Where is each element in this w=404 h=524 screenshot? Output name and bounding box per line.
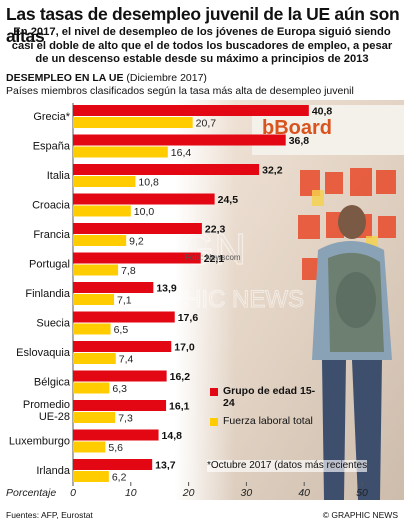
bar-youth xyxy=(73,429,159,441)
value-label-total: 7,4 xyxy=(119,354,134,366)
legend-swatch-youth xyxy=(210,388,218,396)
value-label-youth: 13,9 xyxy=(156,283,177,295)
x-tick-label: 10 xyxy=(125,487,137,499)
bar-youth xyxy=(73,400,167,411)
bar-youth xyxy=(73,193,215,205)
bar-youth xyxy=(73,459,153,470)
bar-total xyxy=(73,235,127,246)
category-label: Croacia xyxy=(32,200,71,212)
bar-youth xyxy=(73,282,154,293)
bar-total xyxy=(73,471,109,482)
value-label-total: 10,0 xyxy=(134,206,155,218)
value-label-youth: 14,8 xyxy=(162,430,183,442)
x-tick-label: 0 xyxy=(70,487,76,499)
bar-total xyxy=(73,205,131,217)
x-tick-label: 50 xyxy=(356,487,368,499)
category-label: Irlanda xyxy=(36,465,71,477)
category-label: Luxemburgo xyxy=(9,436,70,448)
legend-label-youth: Grupo de edad 15-24 xyxy=(223,385,316,409)
legend-swatch-total xyxy=(210,418,218,426)
bar-youth xyxy=(73,252,201,264)
legend-item-youth: Grupo de edad 15-24 xyxy=(210,385,320,409)
sign-text: bBoard xyxy=(262,117,332,139)
value-label-total: 16,4 xyxy=(171,147,192,159)
watermark: GN GRAPHIC NEWS xyxy=(116,224,305,313)
value-label-total: 10,8 xyxy=(138,177,159,189)
bar-youth xyxy=(73,370,167,382)
category-label: Suecia xyxy=(36,318,71,330)
category-label: Italia xyxy=(47,170,71,182)
value-label-total: 7,3 xyxy=(118,413,133,425)
section-title: DESEMPLEO EN LA UE xyxy=(6,72,124,84)
x-tick-label: 30 xyxy=(241,487,253,499)
category-label: Bélgica xyxy=(34,377,71,389)
category-label: Grecia* xyxy=(33,111,70,123)
value-label-youth: 22,3 xyxy=(205,224,226,236)
category-label: Promedio xyxy=(23,399,70,411)
bar-total xyxy=(73,382,110,394)
bar-total xyxy=(73,412,116,423)
category-label: España xyxy=(33,141,71,153)
value-label-total: 7,1 xyxy=(117,295,132,307)
value-label-total: 7,8 xyxy=(121,265,136,277)
bar-youth xyxy=(73,134,286,146)
category-label: Eslovaquia xyxy=(16,347,71,359)
value-label-total: 5,6 xyxy=(108,442,123,454)
legend-item-total: Fuerza laboral total xyxy=(210,415,320,427)
x-tick-label: 20 xyxy=(182,487,195,499)
value-label-youth: 22,1 xyxy=(204,253,225,265)
chart-subtitle: En 2017, el nivel de desempleo de los jó… xyxy=(11,26,393,65)
value-label-youth: 16,1 xyxy=(169,401,190,413)
bar-total xyxy=(73,264,119,276)
x-tick-label: 40 xyxy=(298,487,310,499)
legend-label-total: Fuerza laboral total xyxy=(223,415,313,427)
bar-youth xyxy=(73,164,260,175)
chart-title: Las tasas de desempleo juvenil de la UE … xyxy=(6,4,400,46)
value-label-total: 9,2 xyxy=(129,236,144,248)
category-label: Portugal xyxy=(29,259,70,271)
value-label-youth: 36,8 xyxy=(289,135,310,147)
value-label-youth: 17,6 xyxy=(178,312,199,324)
bar-total xyxy=(73,323,111,335)
section-date: (Diciembre 2017) xyxy=(126,72,207,84)
sources: Fuentes: AFP, Eurostat xyxy=(6,510,93,520)
bar-total xyxy=(73,176,136,187)
value-label-youth: 13,7 xyxy=(155,460,176,472)
value-label-youth: 17,0 xyxy=(174,342,195,354)
bar-total xyxy=(73,117,193,128)
category-label: UE-28 xyxy=(39,411,70,423)
bar-youth xyxy=(73,105,309,116)
value-label-youth: 40,8 xyxy=(312,106,333,118)
value-label-total: 6,2 xyxy=(112,472,127,484)
legend: Grupo de edad 15-24 Fuerza laboral total xyxy=(210,385,320,433)
bar-youth xyxy=(73,341,172,352)
bar-total xyxy=(73,294,115,305)
bar-youth xyxy=(73,223,202,234)
footnote: *Octubre 2017 (datos más recientes xyxy=(207,460,368,472)
bar-total xyxy=(73,353,116,364)
value-label-total: 6,5 xyxy=(114,324,129,336)
x-axis-label: Porcentaje xyxy=(6,487,56,499)
section-header: DESEMPLEO EN LA UE (Diciembre 2017) xyxy=(6,72,207,85)
value-label-youth: 32,2 xyxy=(262,165,283,177)
value-label-total: 6,3 xyxy=(112,383,127,395)
value-label-youth: 16,2 xyxy=(170,371,191,383)
bar-total xyxy=(73,441,106,453)
value-label-youth: 24,5 xyxy=(218,194,239,206)
bar-total xyxy=(73,146,168,158)
category-label: Finlandia xyxy=(25,288,71,300)
copyright: © GRAPHIC NEWS xyxy=(322,510,398,520)
photo-credit: Foto: Newscom xyxy=(185,253,241,262)
category-label: Francia xyxy=(33,229,71,241)
bar-youth xyxy=(73,311,175,323)
value-label-total: 20,7 xyxy=(196,118,217,130)
section-note: Países miembros clasificados según la ta… xyxy=(6,85,354,97)
